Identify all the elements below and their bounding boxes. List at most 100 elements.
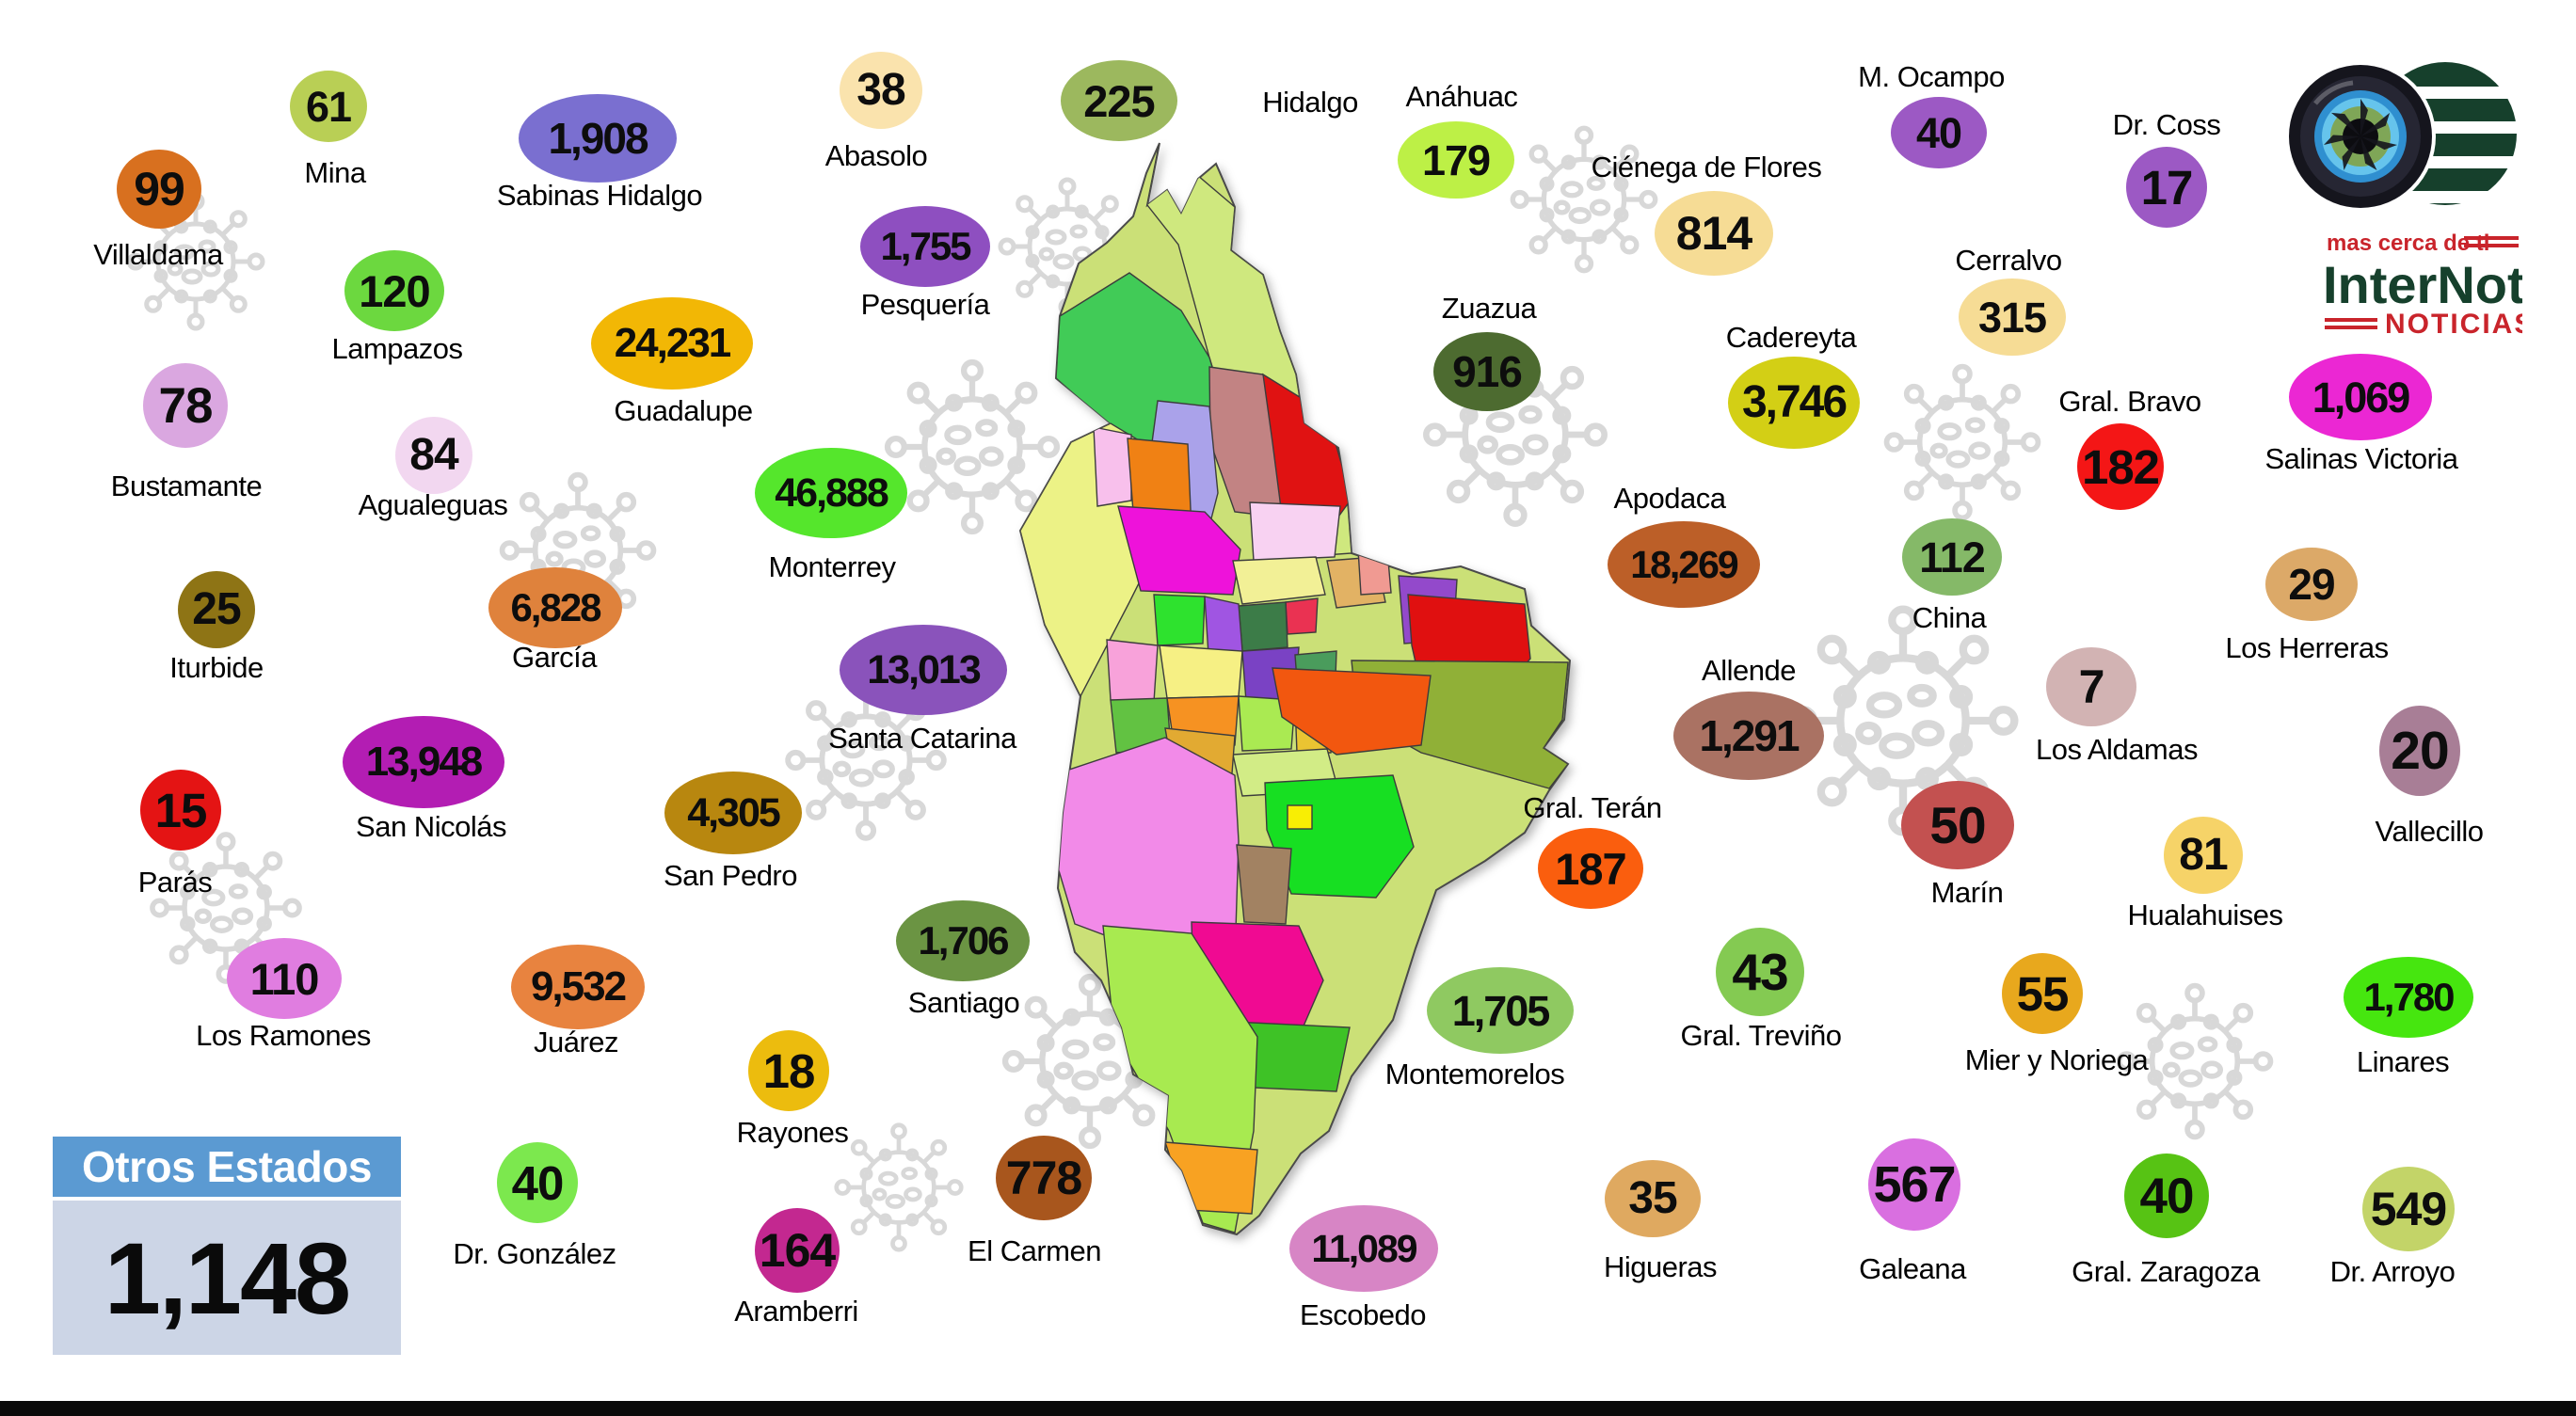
- bubble-los-aldamas: 7: [2046, 647, 2136, 726]
- bubble-label-agualeguas: Agualeguas: [358, 488, 508, 521]
- bubble-label-garcia: García: [511, 641, 598, 674]
- bubble-marin: 50: [1901, 781, 2014, 869]
- bubble-label-santiago: Santiago: [907, 986, 1020, 1019]
- bubble-value-gral-teran: 187: [1555, 843, 1626, 894]
- bubble-galeana: 567: [1868, 1138, 1960, 1231]
- bubble-value-linares: 1,780: [2363, 975, 2455, 1019]
- bubble-value-m-ocampo: 40: [1915, 108, 1962, 157]
- bubble-bustamante: 78: [143, 363, 228, 448]
- bubble-label-paras: Parás: [137, 866, 213, 899]
- bubble-value-el-carmen: 778: [1005, 1152, 1082, 1204]
- bubble-value-abasolo: 38: [856, 65, 905, 115]
- bubble-value-rayones: 18: [762, 1043, 816, 1098]
- bubble-hidalgo: 225: [1061, 60, 1177, 141]
- bubble-sabinas-hidalgo: 1,908: [519, 94, 677, 183]
- bubble-value-vallecillo: 20: [2391, 720, 2449, 781]
- bubble-value-hualahuises: 81: [2179, 830, 2228, 880]
- bubble-label-escobedo: Escobedo: [1300, 1298, 1426, 1331]
- bubble-san-nicolas: 13,948: [343, 716, 504, 808]
- bubble-dr-arroyo: 549: [2362, 1167, 2455, 1251]
- bubble-los-herreras: 29: [2265, 548, 2358, 621]
- bubble-value-gral-trevino: 43: [1732, 942, 1788, 1001]
- bubble-agualeguas: 84: [395, 417, 472, 494]
- bubble-label-dr-gonzalez: Dr. González: [453, 1237, 616, 1270]
- bubble-value-montemorelos: 1,705: [1451, 986, 1551, 1035]
- bubble-value-galeana: 567: [1873, 1156, 1956, 1213]
- bubble-m-ocampo: 40: [1891, 97, 1987, 168]
- bubble-los-ramones: 110: [227, 938, 342, 1019]
- bubble-label-mina: Mina: [304, 156, 366, 189]
- bubble-value-dr-coss: 17: [2140, 160, 2194, 215]
- bubble-san-pedro: 4,305: [664, 772, 802, 854]
- bubble-value-sabinas-hidalgo: 1,908: [548, 114, 648, 163]
- bubble-value-apodaca: 18,269: [1630, 542, 1738, 586]
- bubble-label-m-ocampo: M. Ocampo: [1858, 60, 2005, 93]
- bubble-escobedo: 11,089: [1289, 1205, 1438, 1292]
- bubble-value-villaldama: 99: [134, 163, 185, 215]
- bubble-garcia: 6,828: [488, 567, 622, 648]
- coronavirus-icon: [837, 1125, 962, 1250]
- bubble-value-san-pedro: 4,305: [687, 789, 781, 835]
- bubble-santa-catarina: 13,013: [840, 625, 1007, 715]
- bubble-label-allende: Allende: [1702, 654, 1796, 687]
- otros-estados-box: Otros Estados 1,148: [53, 1137, 401, 1355]
- bubble-label-salinas-victoria: Salinas Victoria: [2264, 442, 2458, 475]
- bubble-value-pesqueria: 1,755: [880, 224, 971, 268]
- bubble-allende: 1,291: [1673, 692, 1824, 780]
- bubble-value-santa-catarina: 13,013: [867, 646, 982, 692]
- bubble-value-juarez: 9,532: [530, 963, 627, 1010]
- bubble-value-salinas-victoria: 1,069: [2312, 373, 2411, 422]
- bubble-montemorelos: 1,705: [1427, 967, 1574, 1054]
- bubble-label-hualahuises: Hualahuises: [2127, 899, 2283, 931]
- bubble-label-villaldama: Villaldama: [93, 238, 223, 271]
- bubble-rayones: 18: [748, 1030, 829, 1111]
- bubble-label-pesqueria: Pesquería: [860, 288, 990, 321]
- bubble-label-cerralvo: Cerralvo: [1955, 244, 2062, 277]
- bubble-higueras: 35: [1605, 1160, 1701, 1237]
- bubble-value-china: 112: [1919, 533, 1986, 581]
- bubble-gral-teran: 187: [1538, 828, 1643, 909]
- bubble-juarez: 9,532: [511, 945, 645, 1029]
- camera-lens-icon: [2285, 61, 2436, 212]
- bubble-value-mier-y-noriega: 55: [2016, 966, 2070, 1021]
- bubble-label-cadereyta: Cadereyta: [1725, 321, 1857, 354]
- bubble-el-carmen: 778: [996, 1136, 1092, 1220]
- bubble-label-aramberri: Aramberri: [734, 1295, 858, 1328]
- bubble-value-cienega-de-flores: 814: [1675, 207, 1752, 260]
- logo-brand: InterNota: [2323, 255, 2522, 314]
- bubble-label-mier-y-noriega: Mier y Noriega: [1964, 1043, 2149, 1076]
- bubble-label-dr-arroyo: Dr. Arroyo: [2329, 1255, 2456, 1288]
- bubble-cerralvo: 315: [1959, 278, 2066, 356]
- bubble-value-monterrey: 46,888: [775, 469, 889, 516]
- bubble-mina: 61: [290, 71, 367, 142]
- bubble-label-dr-coss: Dr. Coss: [2112, 108, 2221, 141]
- bubble-value-escobedo: 11,089: [1311, 1226, 1417, 1270]
- bubble-hualahuises: 81: [2164, 817, 2243, 894]
- bubble-label-hidalgo: Hidalgo: [1262, 86, 1358, 119]
- bubble-iturbide: 25: [178, 571, 255, 648]
- bubble-value-guadalupe: 24,231: [614, 320, 732, 366]
- bubble-vallecillo: 20: [2379, 706, 2460, 796]
- bubble-pesqueria: 1,755: [860, 206, 990, 287]
- bubble-value-aramberri: 164: [759, 1224, 836, 1277]
- bubble-label-sabinas-hidalgo: Sabinas Hidalgo: [496, 179, 703, 212]
- bubble-value-paras: 15: [154, 783, 208, 837]
- logo-subbrand: NOTICIAS: [2385, 309, 2522, 340]
- municipality-cells: [1020, 143, 1570, 1233]
- bubble-china: 112: [1902, 518, 2002, 596]
- bubble-apodaca: 18,269: [1608, 521, 1760, 608]
- bubble-label-gral-trevino: Gral. Treviño: [1680, 1019, 1842, 1052]
- bubble-value-cerralvo: 315: [1977, 293, 2047, 342]
- bubble-value-higueras: 35: [1628, 1173, 1677, 1223]
- logo-tagline: mas cerca de ti: [2327, 231, 2489, 256]
- bubble-value-dr-arroyo: 549: [2370, 1183, 2447, 1235]
- bubble-label-gral-zaragoza: Gral. Zaragoza: [2072, 1255, 2260, 1288]
- bubble-label-bustamante: Bustamante: [110, 469, 263, 502]
- bubble-label-guadalupe: Guadalupe: [614, 394, 753, 427]
- bubble-label-san-pedro: San Pedro: [664, 859, 798, 892]
- bubble-value-garcia: 6,828: [510, 585, 601, 629]
- bubble-santiago: 1,706: [896, 900, 1030, 981]
- nuevo-leon-map: [1018, 142, 1572, 1236]
- bubble-label-galeana: Galeana: [1859, 1252, 1966, 1285]
- bubble-label-iturbide: Iturbide: [169, 651, 264, 684]
